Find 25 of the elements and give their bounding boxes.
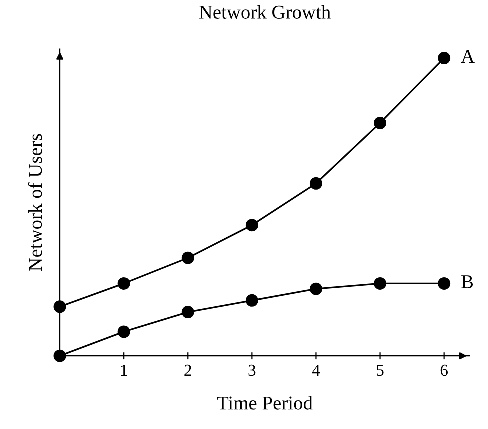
series-label: A (461, 50, 475, 63)
x-tick-label: 2 (184, 364, 192, 376)
x-tick-label: 6 (440, 364, 448, 376)
point (182, 252, 194, 264)
point (54, 350, 66, 362)
x-axis-title: Time Period (217, 396, 313, 410)
point (310, 282, 322, 296)
x-tick-label: 3 (248, 364, 256, 376)
point (438, 277, 451, 290)
point (118, 326, 130, 338)
point (118, 277, 130, 290)
point (246, 294, 258, 307)
x-tick-label: 5 (377, 365, 384, 376)
y-axis-title: Network of Users (28, 134, 42, 272)
point (374, 277, 387, 290)
chart-title: Network Growth (199, 5, 331, 19)
point (246, 219, 258, 232)
point (438, 52, 451, 65)
point (182, 306, 194, 319)
x-tick-label: 4 (312, 364, 320, 376)
point (374, 116, 387, 130)
point (310, 177, 322, 190)
point (54, 300, 66, 314)
series-label: B (462, 276, 474, 288)
x-tick-label: 1 (121, 364, 128, 376)
